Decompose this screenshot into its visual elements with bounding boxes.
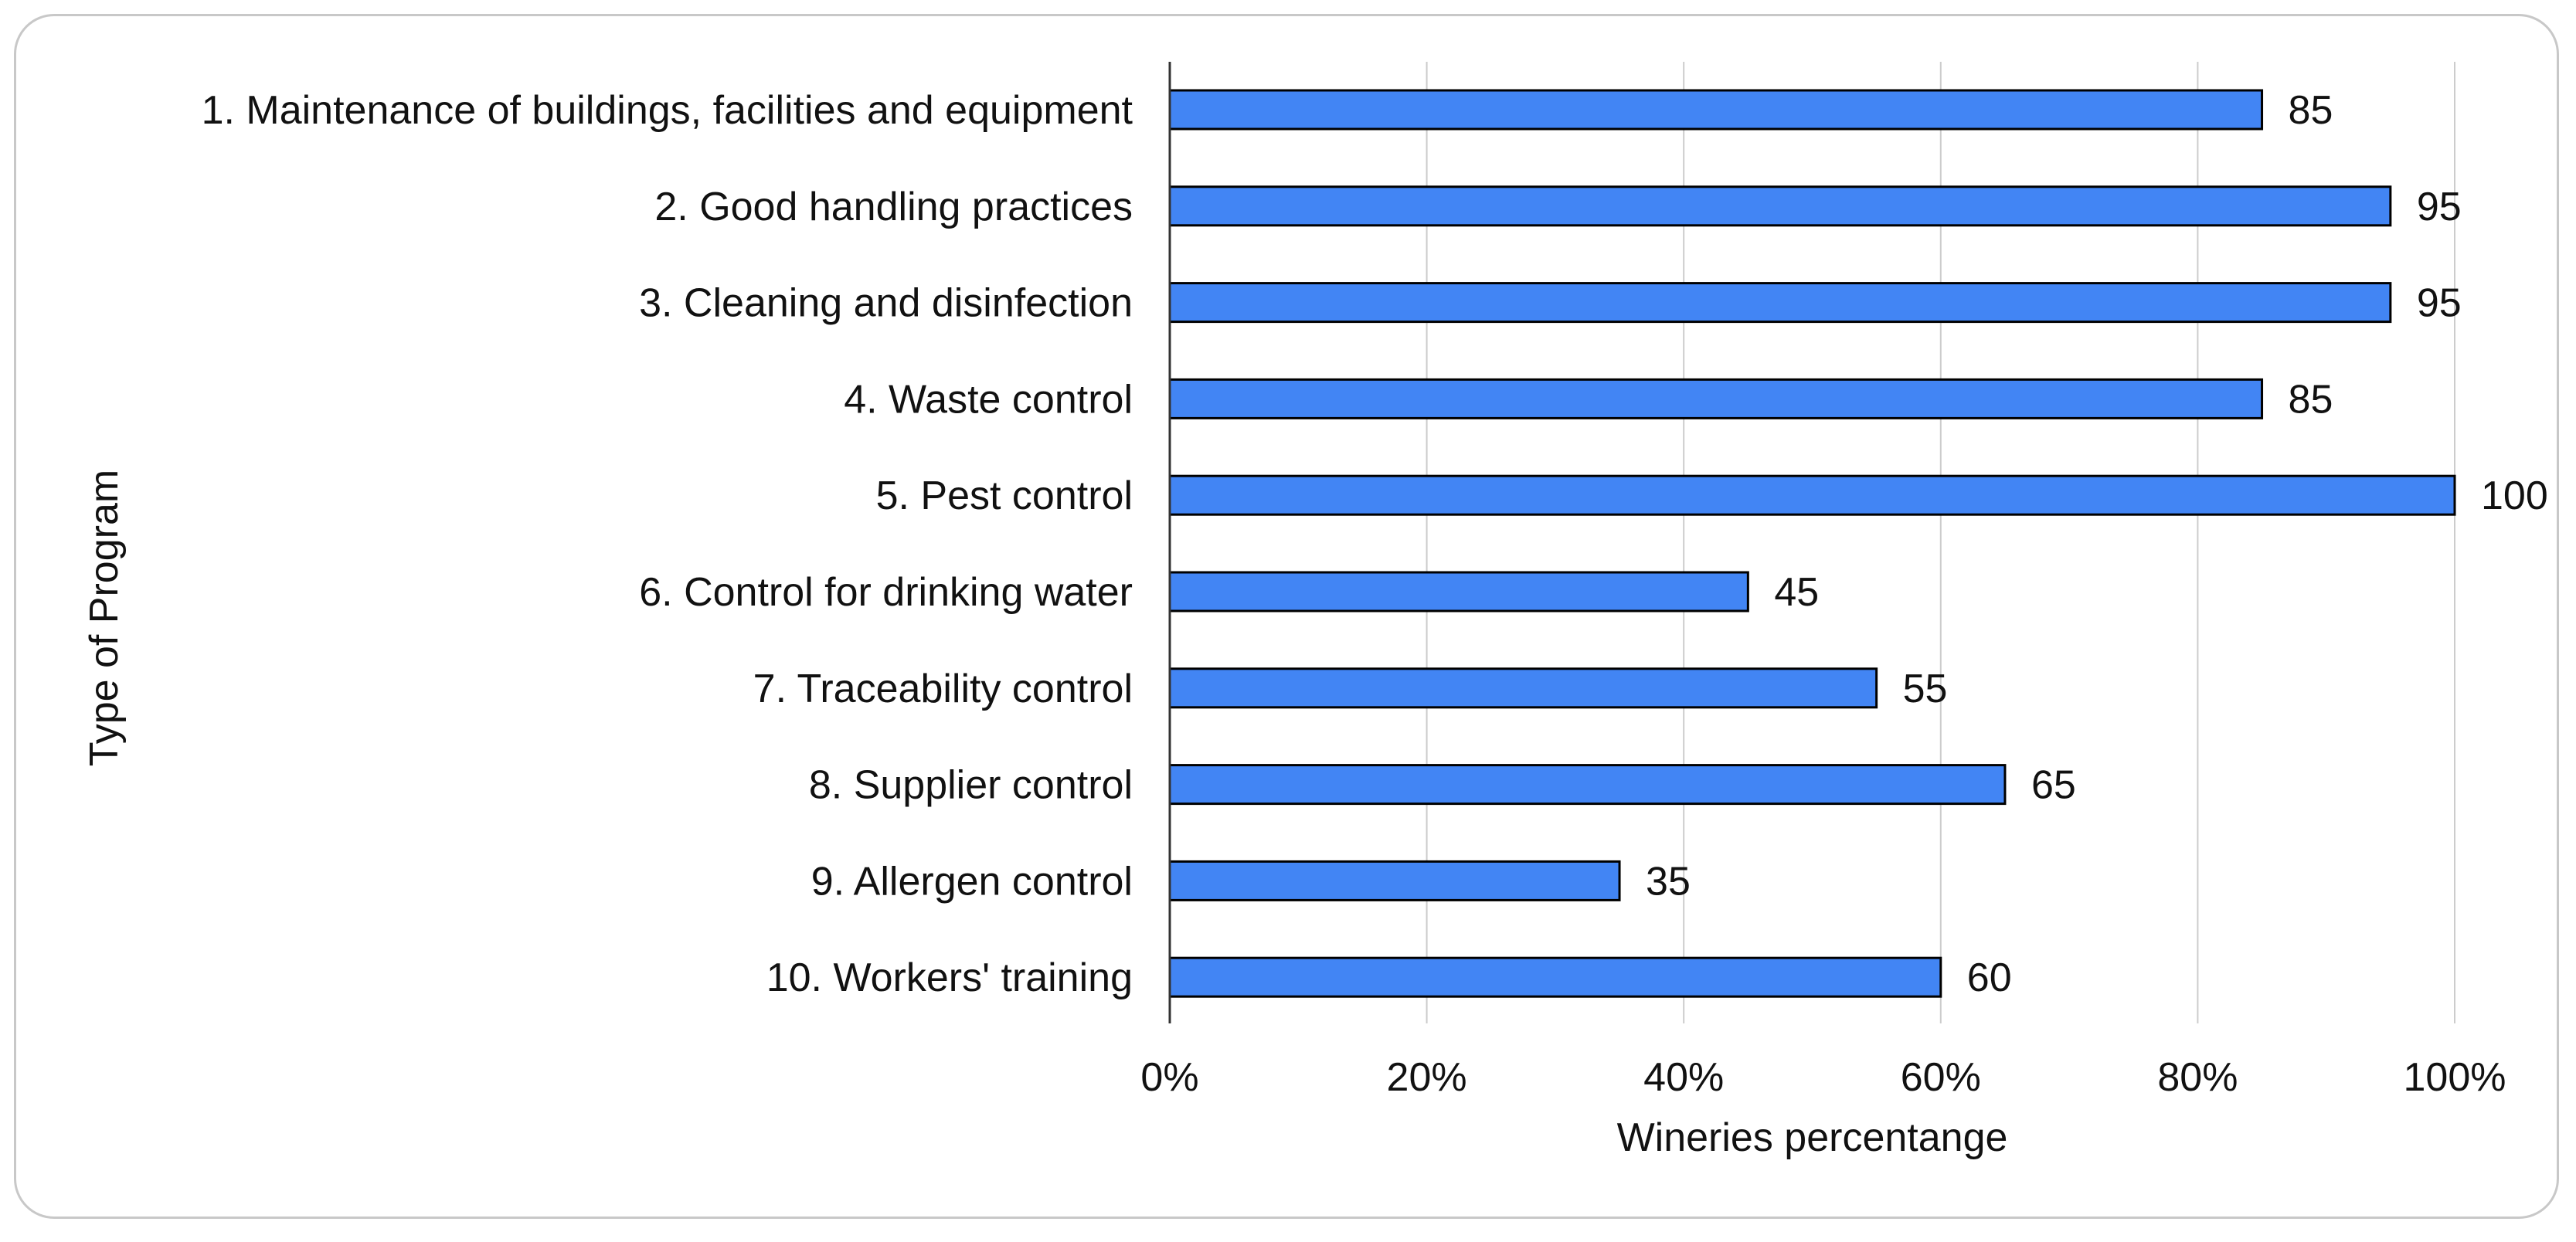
category-label: 3. Cleaning and disinfection — [639, 281, 1133, 326]
data-label: 55 — [1903, 667, 1948, 711]
x-axis-title: Wineries percentange — [1617, 1115, 2008, 1160]
data-label: 60 — [1967, 955, 2012, 1000]
x-tick-label: 20% — [1387, 1055, 1467, 1100]
data-label: 85 — [2289, 88, 2333, 133]
x-tick-label: 60% — [1901, 1055, 1981, 1100]
data-label: 95 — [2417, 281, 2462, 326]
x-tick-label: 0% — [1140, 1055, 1198, 1100]
bar — [1168, 185, 2392, 227]
category-labels: 1. Maintenance of buildings, facilities … — [202, 88, 1133, 1000]
bar — [1168, 282, 2392, 324]
data-label: 95 — [2417, 185, 2462, 229]
category-label: 4. Waste control — [844, 377, 1133, 422]
x-tick-label: 80% — [2157, 1055, 2238, 1100]
category-label: 9. Allergen control — [811, 859, 1133, 904]
data-label: 45 — [1774, 570, 1819, 615]
x-tick-label: 100% — [2404, 1055, 2506, 1100]
data-label: 65 — [2031, 763, 2076, 808]
data-labels: 85 95 95 85 100 45 55 65 35 60 — [1646, 88, 2548, 1000]
data-label: 100 — [2481, 473, 2548, 518]
category-label: 6. Control for drinking water — [639, 570, 1133, 615]
bar — [1168, 764, 2007, 806]
x-tick-labels: 0% 20% 40% 60% 80% 100% — [1140, 1055, 2506, 1100]
bar — [1168, 667, 1878, 709]
bar — [1168, 474, 2456, 516]
bars — [1168, 89, 2456, 998]
category-label: 7. Traceability control — [753, 667, 1133, 711]
category-label: 10. Workers' training — [766, 955, 1133, 1000]
bar — [1168, 378, 2264, 419]
category-label: 5. Pest control — [876, 473, 1133, 518]
category-label: 2. Good handling practices — [654, 185, 1133, 229]
data-label: 35 — [1646, 859, 1691, 904]
bar — [1168, 860, 1621, 901]
x-tick-label: 40% — [1643, 1055, 1724, 1100]
bar — [1168, 571, 1749, 613]
category-label: 1. Maintenance of buildings, facilities … — [202, 88, 1133, 133]
y-axis-title: Type of Program — [82, 470, 127, 766]
bar — [1168, 956, 1942, 998]
data-label: 85 — [2289, 377, 2333, 422]
bar — [1168, 89, 2264, 131]
category-label: 8. Supplier control — [809, 763, 1133, 808]
